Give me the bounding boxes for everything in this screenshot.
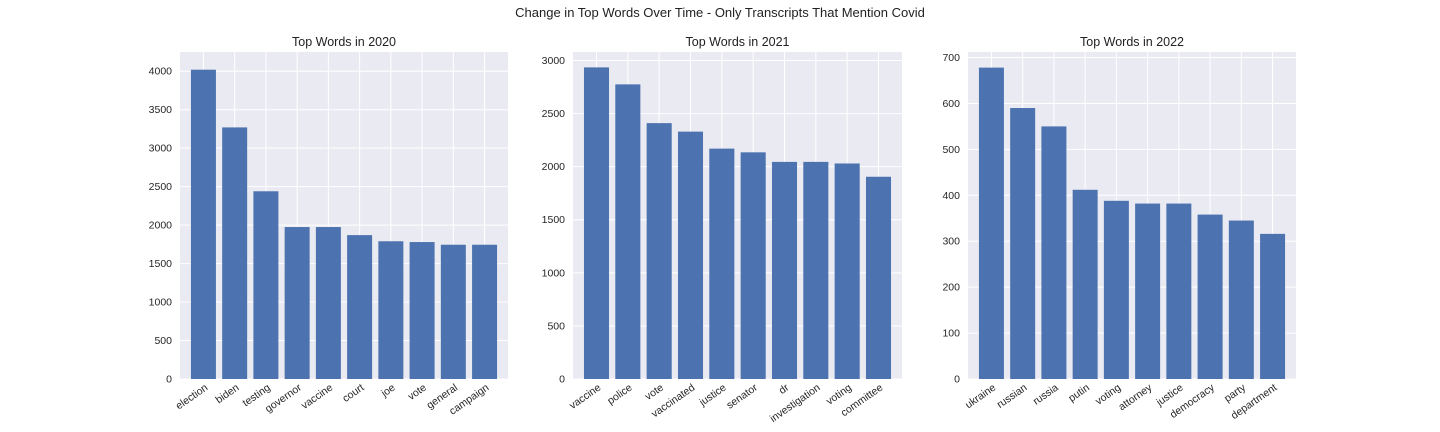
chart-panel-1: 0 500 1000 1500 2000 2500 3000 3500 4000 election… <box>149 35 508 418</box>
bar-committee <box>865 176 892 379</box>
y-tick-label: 2000 <box>149 220 173 232</box>
x-tick-label: joe <box>378 382 397 401</box>
bar-general <box>440 244 466 379</box>
x-tick-label: election <box>174 382 211 413</box>
x-tick-label: vaccine <box>299 382 335 412</box>
bar-governor <box>284 227 310 379</box>
bar-investigation <box>803 161 829 379</box>
y-tick-label: 2000 <box>542 161 566 173</box>
y-tick-label: 3000 <box>149 143 173 155</box>
x-tick-label: police <box>605 382 634 408</box>
x-tick-label: russian <box>995 382 1030 411</box>
bar-ukraine <box>978 67 1004 379</box>
y-tick-label: 600 <box>942 98 960 110</box>
y-tick-label: 2500 <box>542 108 566 120</box>
bar-biden <box>222 127 248 380</box>
x-tick-label: senator <box>724 381 760 411</box>
x-tick-label: vaccine <box>567 382 603 412</box>
bar-election <box>190 69 216 379</box>
bar-dr <box>771 161 798 379</box>
bar-vote <box>409 242 435 379</box>
bar-vaccine <box>583 67 610 380</box>
x-tick-label: putin <box>1066 382 1092 405</box>
chart-panel-2: 0 500 1000 1500 2000 2500 3000 vaccine police vot… <box>542 35 902 425</box>
y-tick-label: 1500 <box>149 258 173 270</box>
y-tick-label: 300 <box>942 236 960 248</box>
y-tick-label: 500 <box>154 335 172 347</box>
y-tick-label: 500 <box>942 144 960 156</box>
x-tick-label: governor <box>263 381 304 415</box>
y-tick-label: 3000 <box>542 55 566 67</box>
bar-vaccine <box>315 227 341 379</box>
panel-title: Top Words in 2022 <box>1080 35 1184 49</box>
panel-title: Top Words in 2020 <box>292 35 396 49</box>
bar-voting <box>1103 200 1129 379</box>
bar-putin <box>1072 189 1098 379</box>
y-tick-label: 400 <box>942 190 960 202</box>
bar-attorney <box>1135 203 1161 379</box>
bar-testing <box>253 191 279 379</box>
bar-justice <box>1166 203 1192 379</box>
x-tick-label: investigation <box>768 382 823 425</box>
x-tick-label: court <box>340 382 366 405</box>
bar-police <box>615 84 641 379</box>
x-tick-label: vote <box>406 382 429 403</box>
bar-voting <box>834 163 860 379</box>
y-tick-label: 1000 <box>149 297 173 309</box>
bar-justice <box>709 148 735 379</box>
bar-vote <box>646 123 672 379</box>
x-tick-label: vote <box>643 382 666 403</box>
bar-campaign <box>472 244 498 379</box>
x-tick-label: dr <box>777 381 792 396</box>
y-tick-label: 200 <box>942 282 960 294</box>
bar-court <box>347 235 373 379</box>
x-tick-label: attorney <box>1116 381 1155 413</box>
bar-senator <box>740 152 766 379</box>
y-tick-label: 500 <box>547 320 565 332</box>
y-tick-label: 4000 <box>149 66 173 78</box>
bar-vaccinated <box>677 131 704 379</box>
bar-department <box>1260 233 1286 379</box>
y-tick-label: 0 <box>166 374 172 386</box>
y-tick-label: 0 <box>559 374 565 386</box>
figure-suptitle: Change in Top Words Over Time - Only Tra… <box>515 5 925 20</box>
y-tick-label: 100 <box>942 328 960 340</box>
x-tick-label: ukraine <box>963 382 998 412</box>
bar-democracy <box>1197 214 1223 379</box>
y-tick-label: 0 <box>954 374 960 386</box>
y-tick-label: 1000 <box>542 267 566 279</box>
y-tick-label: 2500 <box>149 181 173 193</box>
x-tick-label: biden <box>213 382 241 407</box>
x-tick-label: justice <box>696 382 728 410</box>
x-tick-label: russia <box>1031 382 1061 408</box>
bar-party <box>1228 220 1254 379</box>
y-tick-label: 700 <box>942 52 960 64</box>
bar-russian <box>1010 108 1036 380</box>
y-tick-label: 1500 <box>542 214 566 226</box>
bar-russia <box>1041 126 1067 379</box>
y-tick-label: 3500 <box>149 104 173 116</box>
bar-joe <box>378 241 404 379</box>
panel-title: Top Words in 2021 <box>686 35 790 49</box>
